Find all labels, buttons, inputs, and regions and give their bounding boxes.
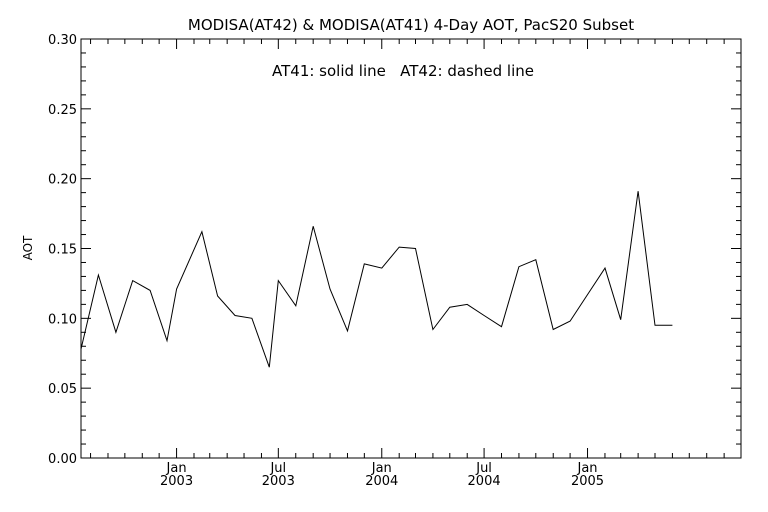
x-tick-year-label: 2004 xyxy=(365,474,398,489)
y-axis: 0.00 0.05 0.10 0.15 0.20 0.25 0.30 xyxy=(48,33,741,467)
x-tick-month-label: Jan xyxy=(577,461,598,476)
y-tick-label: 0.10 xyxy=(48,312,77,327)
x-tick-year-label: 2004 xyxy=(468,474,501,489)
y-tick-label: 0.15 xyxy=(48,243,77,258)
x-tick-month-label: Jan xyxy=(371,461,392,476)
y-tick-label: 0.25 xyxy=(48,103,77,118)
x-tick-year-label: 2003 xyxy=(160,474,193,489)
y-tick-label: 0.20 xyxy=(48,173,77,188)
x-tick-month-label: Jul xyxy=(475,461,492,476)
series-line-at41 xyxy=(80,191,673,368)
series-layer xyxy=(80,191,673,368)
y-axis-title: AOT xyxy=(21,235,35,260)
chart-title: MODISA(AT42) & MODISA(AT41) 4-Day AOT, P… xyxy=(188,16,634,34)
x-tick-year-label: 2003 xyxy=(262,474,295,489)
y-tick-label: 0.30 xyxy=(48,33,77,48)
line-style-annotation: AT41: solid line AT42: dashed line xyxy=(272,62,534,80)
x-tick-month-label: Jan xyxy=(166,461,187,476)
x-tick-year-label: 2005 xyxy=(571,474,604,489)
y-tick-label: 0.00 xyxy=(48,452,77,467)
y-tick-label: 0.05 xyxy=(48,382,77,397)
x-tick-month-label: Jul xyxy=(269,461,286,476)
